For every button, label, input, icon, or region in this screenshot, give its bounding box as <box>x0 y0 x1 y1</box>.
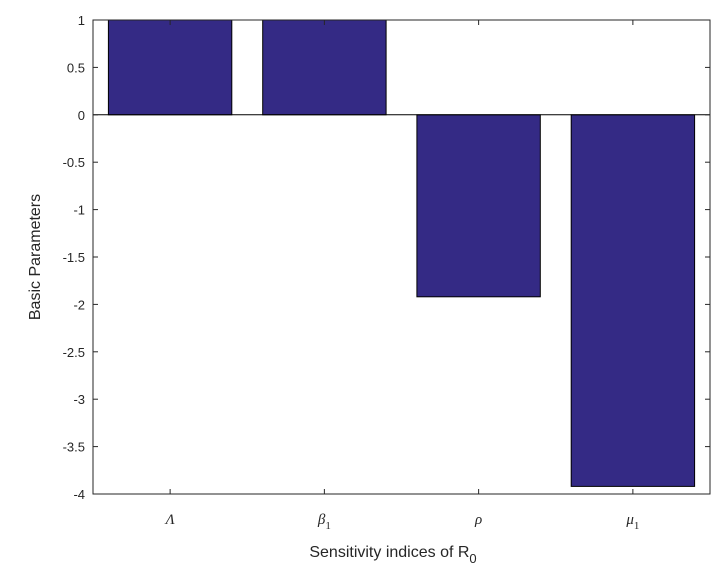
x-category-label: β1 <box>317 512 331 532</box>
bar-0 <box>107 19 233 116</box>
y-tick-label: -2 <box>73 297 85 312</box>
bar-2 <box>416 114 541 298</box>
y-tick-label: -4 <box>73 487 85 502</box>
x-axis-label: Sensitivity indices of R0 <box>309 544 476 566</box>
x-category-label: ρ <box>474 512 482 528</box>
y-tick-label: 0.5 <box>67 60 85 75</box>
x-category-label: μ1 <box>625 512 639 532</box>
y-tick-label: -3 <box>73 392 85 407</box>
y-tick-label: -0.5 <box>63 155 85 170</box>
y-tick-label: -1 <box>73 203 85 218</box>
bar-3 <box>570 114 696 487</box>
y-axis-label: Basic Parameters <box>27 194 44 320</box>
y-tick-label: -2.5 <box>63 345 85 360</box>
y-tick-label: 1 <box>78 13 85 28</box>
y-tick-label: 0 <box>78 108 85 123</box>
y-axis-ticks: 1 0.5 0 -0.5 -1 -1.5 -2 -2.5 -3 -3.5 -4 <box>63 13 710 502</box>
y-tick-label: -1.5 <box>63 250 85 265</box>
y-tick-label: -3.5 <box>63 440 85 455</box>
bars-group <box>107 19 696 487</box>
bar-1 <box>262 19 387 116</box>
x-category-label: Λ <box>164 512 175 528</box>
